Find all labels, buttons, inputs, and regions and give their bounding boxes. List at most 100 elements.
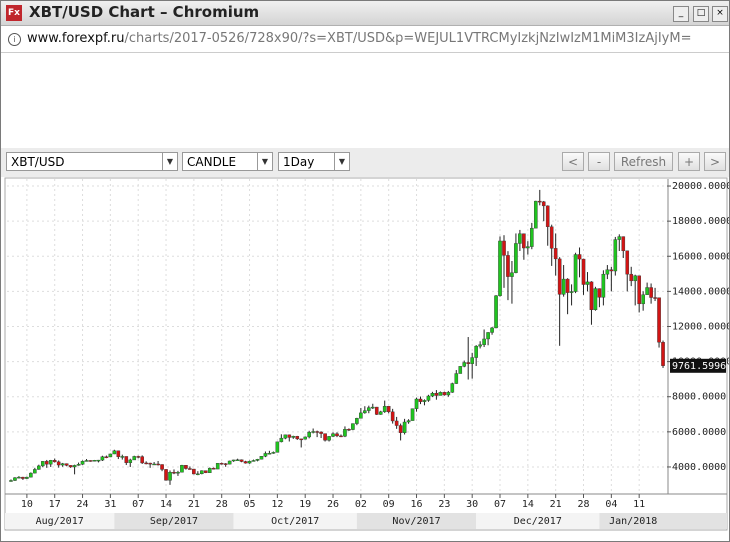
candle-body (351, 423, 355, 430)
candle-body (172, 472, 176, 474)
candle-body (311, 431, 315, 433)
candle-body (44, 461, 49, 465)
zoom-in-button[interactable]: + (678, 152, 700, 171)
candle-body (251, 460, 256, 462)
symbol-value: XBT/USD (11, 155, 65, 169)
candle-body (219, 463, 224, 465)
refresh-button[interactable]: Refresh (614, 152, 673, 171)
candle-body (589, 281, 594, 311)
candle-body (518, 233, 522, 244)
x-tick-label: 30 (466, 499, 478, 510)
candle-body (243, 461, 248, 464)
candle-body (76, 464, 81, 466)
month-band (599, 513, 727, 529)
candle-body (196, 473, 200, 476)
candle-body (207, 467, 212, 473)
period-value: 1Day (283, 155, 315, 169)
maximize-button[interactable]: □ (693, 6, 709, 22)
chart-type-select[interactable]: CANDLE ▼ (182, 152, 273, 171)
candle-body (347, 429, 351, 431)
candle-body (327, 436, 331, 441)
prev-button[interactable]: < (562, 152, 584, 171)
candle-body (84, 460, 89, 462)
x-tick-label: 28 (216, 499, 228, 510)
candle-body (331, 433, 335, 437)
chart-toolbar: XBT/USD ▼ CANDLE ▼ 1Day ▼ < - Refresh + > (1, 148, 729, 177)
candle-body (533, 200, 538, 229)
x-tick-label: 12 (271, 499, 283, 510)
candle-body (617, 236, 622, 240)
candle-body (482, 338, 486, 345)
x-tick-label: 28 (577, 499, 589, 510)
candle-body (398, 425, 403, 433)
candle-body (52, 460, 57, 463)
candle-body (605, 269, 610, 275)
minimize-button[interactable]: _ (673, 6, 689, 22)
x-tick-label: 05 (244, 499, 256, 510)
candle-body (434, 393, 439, 396)
candle-body (148, 462, 152, 465)
candle-body (374, 406, 379, 415)
candle-body (561, 278, 566, 295)
last-price-box (670, 358, 726, 373)
x-tick-label: 11 (633, 499, 645, 510)
candle-body (33, 469, 37, 474)
candle-body (215, 463, 220, 470)
period-select[interactable]: 1Day ▼ (278, 152, 350, 171)
chart: Aug/2017 Sep/2017 Oct/2017 Nov/2017 Dec/2017… (4, 177, 729, 531)
app-icon: Fx (6, 5, 22, 21)
candle-body (64, 463, 69, 466)
candle-body (315, 431, 319, 433)
candle-body (200, 470, 204, 475)
close-button[interactable]: × (712, 6, 728, 22)
info-icon[interactable]: i (8, 33, 21, 46)
candle-body (569, 291, 574, 293)
candle-body (585, 281, 590, 285)
candle-body (275, 441, 280, 453)
candle-body (13, 477, 17, 481)
url: www.forexpf.ru/charts/2017-0526/728x90/?… (27, 26, 691, 52)
candle-body (621, 236, 626, 252)
chart-frame (4, 177, 728, 531)
candle-body (120, 456, 125, 458)
zoom-out-button[interactable]: - (588, 152, 610, 171)
candle-body (454, 373, 459, 384)
candle-body (601, 273, 606, 298)
candle-body (466, 362, 471, 364)
x-tick-label: 14 (160, 499, 172, 510)
next-button[interactable]: > (704, 152, 726, 171)
month-label: Oct/2017 (271, 516, 319, 527)
month-label: Nov/2017 (392, 516, 440, 527)
candle-body (176, 472, 180, 474)
candle-body (247, 460, 252, 464)
candle-body (136, 456, 141, 458)
candle-body (323, 433, 327, 441)
address-bar[interactable]: i www.forexpf.ru/charts/2017-0526/728x90… (1, 26, 729, 53)
candle-body (144, 462, 148, 465)
x-tick-label: 09 (383, 499, 395, 510)
candle-body (557, 258, 562, 295)
candle-body (490, 327, 494, 333)
candle-body (649, 287, 653, 298)
candle-body (112, 450, 117, 455)
window-title: XBT/USD Chart – Chromium (29, 3, 260, 21)
candle-body (629, 273, 634, 282)
candle-body (299, 438, 304, 441)
candle-body (29, 472, 33, 478)
chart-type-value: CANDLE (187, 155, 237, 169)
candle-body (116, 450, 121, 457)
candle-body (37, 465, 41, 470)
symbol-select[interactable]: XBT/USD ▼ (6, 152, 178, 171)
candle-body (573, 254, 578, 292)
candle-body (339, 435, 343, 438)
candle-body (653, 297, 657, 299)
candle-body (418, 398, 423, 402)
x-tick-label: 21 (550, 499, 562, 510)
month-band (476, 513, 600, 529)
candle-body (307, 431, 311, 438)
month-label: Dec/2017 (514, 516, 562, 527)
month-label: Aug/2017 (36, 516, 84, 527)
candle-body (104, 456, 109, 458)
month-band (114, 513, 234, 529)
